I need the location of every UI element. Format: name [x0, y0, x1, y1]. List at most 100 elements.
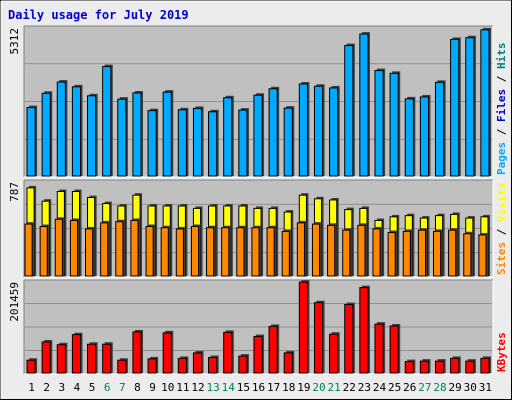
panel-top-legend-item: Hits: [495, 43, 508, 70]
bar-kbytes-7: [117, 359, 127, 374]
bar-kbytes-16: [253, 335, 263, 374]
bar-sites-24: [372, 228, 381, 277]
bar-sites-21: [327, 224, 336, 277]
panel-top-max-label: 5312: [8, 28, 21, 55]
x-tick-label: 19: [297, 381, 310, 394]
bar-hits-23: [359, 33, 369, 177]
x-tick-label: 23: [358, 381, 371, 394]
bar-kbytes-28: [434, 360, 445, 374]
bar-sites-19: [296, 222, 305, 277]
bar-kbytes-5: [87, 343, 97, 374]
bar-hits-16: [253, 94, 263, 177]
bar-hits-1: [26, 107, 36, 177]
x-tick-label: 22: [343, 381, 356, 394]
bar-kbytes-18: [283, 352, 293, 374]
panel-bottom-legend-item: KBytes: [495, 332, 508, 372]
bar-sites-30: [463, 233, 472, 277]
bar-hits-6: [102, 66, 112, 177]
bar-hits-5: [87, 95, 97, 177]
panel-middle-legend-item: Sites: [495, 242, 508, 275]
bar-kbytes-11: [177, 357, 187, 374]
bar-hits-20: [313, 85, 324, 177]
chart-title: Daily usage for July 2019: [8, 8, 189, 22]
bar-sites-13: [206, 227, 215, 277]
bar-hits-9: [147, 110, 157, 177]
bar-hits-13: [208, 111, 218, 177]
bar-hits-3: [56, 81, 66, 177]
bar-hits-28: [434, 81, 445, 177]
panel-top-legend-item: Files: [495, 89, 508, 122]
bar-kbytes-21: [329, 333, 339, 374]
bar-sites-20: [311, 223, 321, 277]
panel-top-legend-item: /: [495, 122, 508, 142]
x-tick-label: 2: [43, 381, 50, 394]
bar-kbytes-31: [480, 357, 490, 374]
panel-middle-legend-item: /: [495, 222, 508, 242]
x-tick-label: 9: [149, 381, 156, 394]
x-tick-label: 1: [28, 381, 35, 394]
x-tick-label: 14: [222, 381, 236, 394]
bar-sites-9: [145, 226, 154, 277]
x-tick-label: 8: [134, 381, 141, 394]
panel-middle-legend: Sites / Visits: [495, 182, 508, 275]
bar-sites-17: [266, 227, 275, 277]
bar-kbytes-12: [192, 352, 203, 374]
bar-sites-1: [24, 223, 33, 277]
x-tick-label: 25: [388, 381, 401, 394]
bar-hits-12: [192, 107, 203, 177]
bar-hits-25: [389, 72, 399, 177]
bar-hits-21: [329, 87, 339, 177]
panel-top-legend: Pages / Files / Hits: [495, 43, 508, 176]
bar-sites-15: [236, 227, 245, 277]
x-tick-label: 12: [191, 381, 204, 394]
bar-sites-16: [251, 227, 260, 277]
bar-sites-6: [100, 222, 109, 277]
bar-kbytes-25: [389, 325, 399, 374]
bar-sites-22: [342, 229, 351, 277]
bar-sites-4: [69, 219, 79, 277]
x-tick-label: 24: [373, 381, 387, 394]
bar-hits-18: [283, 107, 293, 177]
x-tick-label: 27: [418, 381, 431, 394]
bar-sites-14: [221, 227, 230, 277]
bar-sites-27: [417, 229, 426, 277]
x-tick-label: 16: [252, 381, 265, 394]
bar-kbytes-29: [450, 357, 460, 374]
bar-hits-30: [465, 37, 475, 177]
bar-hits-19: [298, 83, 308, 177]
bar-kbytes-17: [268, 325, 278, 374]
bar-hits-14: [223, 97, 233, 177]
bar-sites-31: [478, 234, 487, 277]
bar-sites-3: [54, 218, 63, 277]
x-tick-label: 7: [119, 381, 126, 394]
bar-sites-23: [357, 224, 366, 277]
x-tick-label: 4: [74, 381, 81, 394]
bar-kbytes-24: [374, 323, 384, 374]
bar-kbytes-26: [404, 361, 414, 374]
bar-kbytes-23: [359, 287, 369, 374]
bar-sites-25: [387, 232, 396, 277]
panel-top-legend-item: /: [495, 69, 508, 89]
bar-hits-29: [450, 38, 460, 177]
panel-top-legend-item: Pages: [495, 142, 508, 175]
x-tick-label: 13: [206, 381, 219, 394]
bar-hits-4: [71, 86, 82, 177]
bar-kbytes-6: [102, 343, 112, 374]
bar-sites-12: [190, 226, 200, 277]
x-tick-label: 10: [161, 381, 174, 394]
bar-hits-22: [344, 45, 354, 177]
bar-sites-11: [175, 228, 184, 277]
bar-sites-26: [402, 230, 411, 277]
x-tick-label: 5: [89, 381, 96, 394]
bar-sites-7: [115, 221, 124, 277]
bar-kbytes-22: [344, 303, 354, 374]
bar-hits-10: [162, 91, 172, 177]
bar-hits-31: [480, 29, 490, 177]
x-tick-label: 30: [464, 381, 477, 394]
bar-kbytes-3: [56, 344, 66, 374]
bar-sites-5: [85, 228, 94, 277]
x-tick-label: 18: [282, 381, 295, 394]
bar-hits-17: [268, 88, 278, 177]
